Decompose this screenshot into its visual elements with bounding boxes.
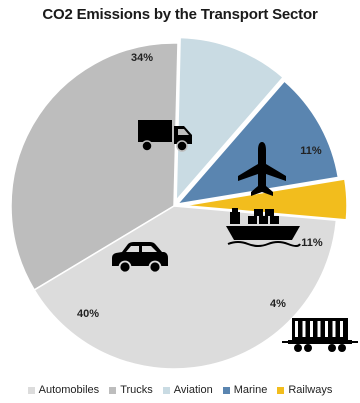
slice-label-railways: 4% bbox=[270, 298, 286, 310]
legend-label: Marine bbox=[233, 384, 268, 396]
pie-slice-railways bbox=[183, 178, 348, 221]
legend-item-railways: Railways bbox=[277, 384, 332, 396]
car-icon bbox=[112, 242, 168, 274]
pie-slice-aviation bbox=[175, 36, 285, 203]
airplane-icon bbox=[238, 142, 286, 196]
legend-swatch bbox=[162, 386, 170, 394]
truck-icon bbox=[138, 120, 192, 152]
legend-label: Trucks bbox=[120, 384, 153, 396]
slice-label-trucks: 34% bbox=[131, 52, 153, 64]
legend-item-marine: Marine bbox=[222, 384, 268, 396]
slice-label-automobiles: 40% bbox=[77, 308, 99, 320]
pie-icons bbox=[112, 120, 358, 352]
legend-swatch bbox=[222, 386, 230, 394]
legend-swatch bbox=[109, 386, 117, 394]
pie-slice-marine bbox=[175, 79, 340, 206]
legend-label: Aviation bbox=[173, 384, 213, 396]
legend-swatch bbox=[27, 386, 35, 394]
train-icon bbox=[282, 318, 358, 352]
slice-label-aviation: 11% bbox=[300, 145, 322, 157]
legend-item-automobiles: Automobiles bbox=[27, 384, 100, 396]
chart-legend: Automobiles Trucks Aviation Marine Railw… bbox=[0, 384, 360, 396]
slice-label-marine: 11% bbox=[301, 237, 323, 249]
legend-item-trucks: Trucks bbox=[109, 384, 153, 396]
chart-title: CO2 Emissions by the Transport Sector bbox=[42, 6, 318, 23]
legend-label: Automobiles bbox=[38, 384, 100, 396]
ship-icon bbox=[226, 208, 301, 247]
legend-item-aviation: Aviation bbox=[162, 384, 213, 396]
pie-labels: 34% 11% 11% 4% 40% bbox=[77, 52, 323, 320]
legend-label: Railways bbox=[288, 384, 333, 396]
legend-swatch bbox=[277, 386, 285, 394]
